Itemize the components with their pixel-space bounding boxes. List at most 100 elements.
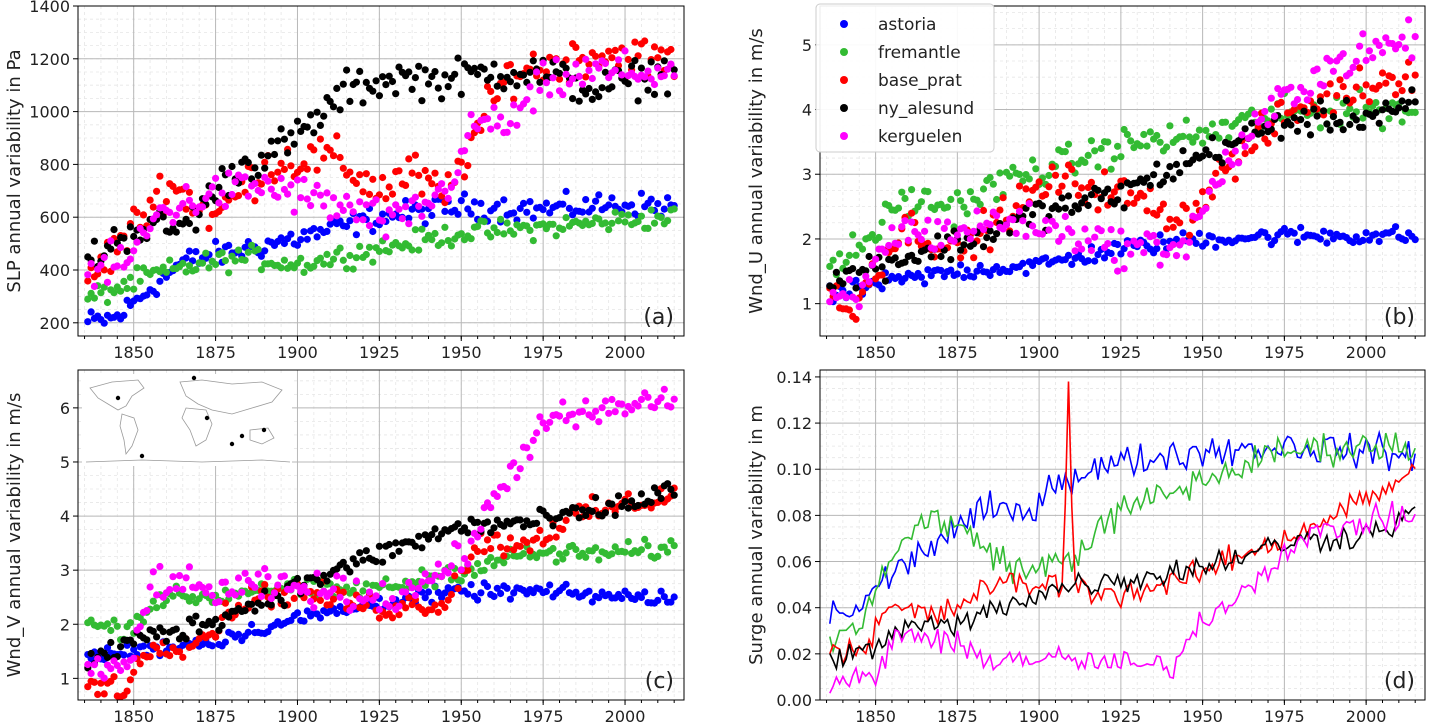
point-fremantle bbox=[457, 577, 465, 585]
point-kerguelen bbox=[1136, 238, 1145, 247]
point-kerguelen bbox=[1251, 110, 1259, 118]
ticks: 1850 1875 1900 1925 1950 1975 2000 1 2 3 4 5 bbox=[802, 36, 1416, 362]
point-base_prat bbox=[582, 73, 590, 81]
point-astoria bbox=[542, 199, 551, 207]
point-fremantle bbox=[418, 225, 426, 233]
point-kerguelen bbox=[1068, 228, 1076, 237]
point-astoria bbox=[490, 592, 498, 601]
point-fremantle bbox=[979, 185, 988, 193]
x-tick-label: 2000 bbox=[605, 707, 646, 723]
y-tick-label: 1400 bbox=[29, 0, 70, 16]
point-base_prat bbox=[153, 644, 161, 652]
point-kerguelen bbox=[444, 194, 452, 202]
point-base_prat bbox=[1166, 215, 1174, 223]
point-fremantle bbox=[1110, 155, 1118, 163]
point-fremantle bbox=[166, 256, 174, 264]
point-base_prat bbox=[1290, 105, 1298, 113]
point-base_prat bbox=[1110, 188, 1118, 196]
point-fremantle bbox=[960, 203, 968, 211]
point-base_prat bbox=[336, 153, 344, 162]
y-tick-label: 0.06 bbox=[776, 553, 812, 572]
point-ny_alesund bbox=[1323, 120, 1331, 128]
point-kerguelen bbox=[212, 174, 220, 182]
point-base_prat bbox=[1264, 139, 1272, 147]
point-astoria bbox=[953, 270, 962, 278]
panel-label: (d) bbox=[1384, 669, 1415, 694]
point-fremantle bbox=[123, 284, 131, 293]
point-astoria bbox=[87, 308, 95, 316]
point-ny_alesund bbox=[839, 280, 847, 288]
point-base_prat bbox=[657, 46, 665, 54]
point-base_prat bbox=[179, 653, 187, 661]
point-fremantle bbox=[218, 249, 226, 257]
point-fremantle bbox=[365, 243, 374, 251]
point-base_prat bbox=[1182, 204, 1190, 212]
point-astoria bbox=[667, 598, 675, 606]
point-base_prat bbox=[1349, 96, 1357, 104]
station-marker bbox=[229, 441, 235, 447]
point-kerguelen bbox=[277, 174, 285, 182]
point-astoria bbox=[493, 584, 501, 592]
panel-label: (c) bbox=[645, 669, 674, 694]
point-astoria bbox=[120, 311, 128, 319]
point-kerguelen bbox=[97, 261, 105, 269]
point-ny_alesund bbox=[1176, 169, 1184, 177]
point-ny_alesund bbox=[1310, 105, 1318, 113]
point-fremantle bbox=[339, 256, 347, 264]
point-kerguelen bbox=[1329, 67, 1337, 75]
point-ny_alesund bbox=[388, 552, 397, 560]
x-tick-label: 1875 bbox=[937, 707, 978, 723]
point-ny_alesund bbox=[1378, 106, 1387, 114]
point-kerguelen bbox=[339, 206, 347, 214]
point-fremantle bbox=[549, 220, 557, 228]
x-tick-label: 2000 bbox=[1346, 343, 1387, 362]
point-base_prat bbox=[316, 135, 324, 143]
point-ny_alesund bbox=[192, 612, 200, 620]
point-ny_alesund bbox=[1339, 126, 1347, 134]
point-kerguelen bbox=[510, 459, 518, 467]
point-kerguelen bbox=[1375, 41, 1383, 50]
point-fremantle bbox=[526, 226, 534, 234]
point-ny_alesund bbox=[182, 635, 190, 643]
point-ny_alesund bbox=[126, 223, 134, 231]
point-ny_alesund bbox=[385, 540, 393, 549]
point-kerguelen bbox=[264, 573, 272, 581]
point-fremantle bbox=[487, 233, 495, 241]
point-fremantle bbox=[110, 616, 118, 624]
point-kerguelen bbox=[408, 584, 416, 592]
point-kerguelen bbox=[198, 203, 207, 211]
point-ny_alesund bbox=[189, 619, 197, 627]
point-kerguelen bbox=[1071, 247, 1079, 255]
point-astoria bbox=[937, 266, 945, 275]
point-kerguelen bbox=[221, 578, 229, 586]
point-fremantle bbox=[126, 619, 134, 627]
point-astoria bbox=[1159, 238, 1167, 246]
point-ny_alesund bbox=[117, 643, 125, 651]
station-marker bbox=[261, 427, 267, 433]
point-astoria bbox=[963, 266, 971, 274]
point-ny_alesund bbox=[395, 547, 403, 555]
point-astoria bbox=[657, 587, 665, 595]
point-fremantle bbox=[438, 239, 446, 247]
point-ny_alesund bbox=[375, 542, 383, 550]
point-fremantle bbox=[670, 205, 678, 213]
point-astoria bbox=[1019, 259, 1027, 267]
point-kerguelen bbox=[359, 216, 367, 224]
panel-label: (a) bbox=[643, 305, 674, 330]
panel-label: (b) bbox=[1384, 305, 1415, 330]
point-kerguelen bbox=[336, 593, 344, 601]
point-fremantle bbox=[441, 223, 449, 231]
point-base_prat bbox=[339, 164, 347, 172]
point-kerguelen bbox=[323, 189, 331, 197]
point-kerguelen bbox=[1156, 261, 1164, 269]
point-kerguelen bbox=[621, 47, 629, 55]
point-astoria bbox=[595, 594, 603, 602]
point-kerguelen bbox=[614, 56, 623, 64]
point-base_prat bbox=[1212, 169, 1220, 177]
axes-frame bbox=[77, 369, 685, 701]
point-kerguelen bbox=[444, 569, 452, 577]
point-ny_alesund bbox=[329, 103, 338, 111]
point-ny_alesund bbox=[264, 152, 272, 160]
point-fremantle bbox=[601, 219, 610, 227]
